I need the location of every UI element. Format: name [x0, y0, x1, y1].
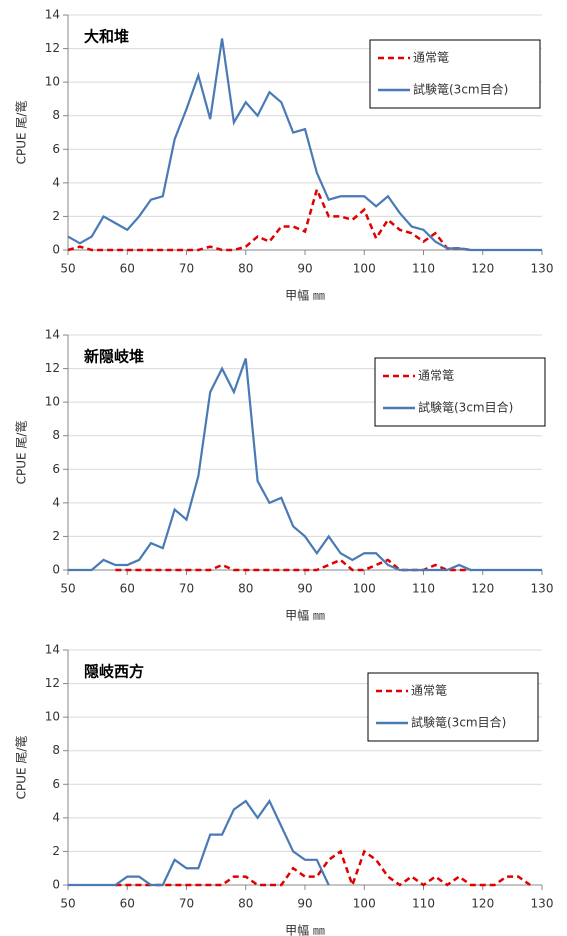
y-axis-title: CPUE 尾/篭 [14, 421, 29, 485]
legend-box [374, 357, 546, 427]
series-line [68, 358, 542, 572]
x-axis-title: 甲幅 ㎜ [285, 608, 325, 623]
x-tick-label: 80 [238, 582, 253, 596]
legend-label: 試験篭(3cm目合) [418, 400, 513, 415]
chart-title: 大和堆 [84, 28, 129, 46]
y-tick-label: 8 [52, 108, 60, 122]
legend-label: 試験篭(3cm目合) [413, 82, 508, 97]
x-tick-label: 100 [353, 262, 376, 276]
x-tick-label: 130 [531, 262, 554, 276]
x-tick-label: 90 [297, 262, 312, 276]
x-tick-label: 70 [179, 262, 194, 276]
legend-box [367, 672, 539, 742]
y-tick-label: 14 [45, 8, 60, 22]
x-tick-label: 60 [120, 262, 135, 276]
y-tick-label: 6 [52, 777, 60, 791]
series-line [115, 849, 531, 889]
y-tick-label: 8 [52, 428, 60, 442]
x-axis-title: 甲幅 ㎜ [285, 288, 325, 303]
x-tick-label: 90 [297, 582, 312, 596]
chart-title: 隠岐西方 [84, 663, 144, 681]
x-tick-label: 50 [60, 262, 75, 276]
x-tick-label: 60 [120, 582, 135, 596]
legend-label: 試験篭(3cm目合) [411, 715, 506, 730]
y-tick-label: 4 [52, 495, 60, 509]
chart-panel: 0 2 4 6 8 10 12 14 50 60 70 80 90 100 110 120 130 甲幅 ㎜ CPU… [14, 8, 554, 303]
x-tick-label: 110 [412, 897, 435, 911]
y-tick-label: 4 [52, 175, 60, 189]
x-tick-label: 130 [531, 582, 554, 596]
chart-panel: 0 2 4 6 8 10 12 14 50 60 70 80 90 100 110 120 130 甲幅 ㎜ CPU… [14, 643, 554, 936]
y-tick-label: 10 [45, 75, 60, 89]
legend-box [369, 39, 541, 109]
x-axis-title: 甲幅 ㎜ [285, 923, 325, 936]
legend-label: 通常篭 [413, 50, 449, 65]
y-tick-label: 6 [52, 142, 60, 156]
x-tick-label: 50 [60, 897, 75, 911]
x-tick-label: 70 [179, 897, 194, 911]
y-tick-label: 2 [52, 529, 60, 543]
y-tick-label: 10 [45, 710, 60, 724]
x-tick-label: 120 [471, 897, 494, 911]
series-line [115, 558, 471, 572]
x-tick-label: 100 [353, 582, 376, 596]
y-tick-label: 12 [45, 41, 60, 55]
y-tick-label: 2 [52, 209, 60, 223]
chart-panel: 0 2 4 6 8 10 12 14 50 60 70 80 90 100 110 120 130 甲幅 ㎜ CPU… [14, 328, 554, 623]
y-tick-label: 2 [52, 844, 60, 858]
x-tick-label: 120 [471, 582, 494, 596]
x-tick-label: 90 [297, 897, 312, 911]
legend-label: 通常篭 [411, 683, 447, 698]
x-tick-label: 120 [471, 262, 494, 276]
series-line [67, 185, 472, 252]
chart-title: 新隠岐堆 [84, 348, 144, 366]
x-tick-label: 60 [120, 897, 135, 911]
y-axis-title: CPUE 尾/篭 [14, 736, 29, 800]
legend-label: 通常篭 [418, 368, 454, 383]
y-tick-label: 10 [45, 395, 60, 409]
y-tick-label: 0 [52, 878, 60, 892]
x-tick-label: 110 [412, 262, 435, 276]
series-line [68, 798, 330, 887]
x-tick-label: 130 [531, 897, 554, 911]
y-tick-label: 6 [52, 462, 60, 476]
y-tick-label: 12 [45, 361, 60, 375]
y-tick-label: 8 [52, 743, 60, 757]
x-tick-label: 100 [353, 897, 376, 911]
x-tick-label: 70 [179, 582, 194, 596]
y-tick-label: 14 [45, 643, 60, 657]
y-tick-label: 4 [52, 810, 60, 824]
x-tick-label: 50 [60, 582, 75, 596]
y-tick-label: 0 [52, 563, 60, 577]
y-tick-label: 0 [52, 243, 60, 257]
x-tick-label: 110 [412, 582, 435, 596]
y-tick-label: 12 [45, 676, 60, 690]
y-axis-title: CPUE 尾/篭 [14, 101, 29, 165]
y-tick-label: 14 [45, 328, 60, 342]
x-tick-label: 80 [238, 262, 253, 276]
series-line [67, 38, 542, 252]
x-tick-label: 80 [238, 897, 253, 911]
